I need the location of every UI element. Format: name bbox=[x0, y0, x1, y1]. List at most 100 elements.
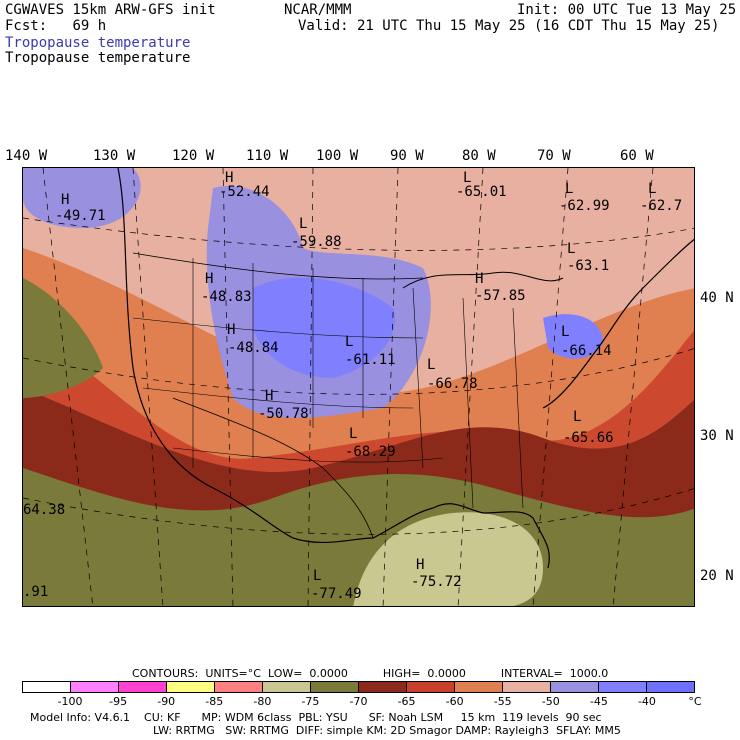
colorbar-swatch bbox=[71, 682, 119, 692]
colorbar-tick-label: -65 bbox=[397, 695, 416, 708]
hl-value: -75.72 bbox=[411, 574, 462, 590]
colorbar-swatch bbox=[359, 682, 407, 692]
hl-value: -62.99 bbox=[559, 198, 610, 214]
tropopause-temperature-map: H -49.71 H -52.44 L -59.88 L -65.01 L -6… bbox=[22, 167, 695, 607]
hl-value: -66.78 bbox=[427, 376, 478, 392]
colorbar-swatch bbox=[647, 682, 694, 692]
hl-value: -63.1 bbox=[567, 258, 609, 274]
east-coastline bbox=[542, 238, 694, 409]
colorbar-swatch bbox=[455, 682, 503, 692]
hl-value: -57.85 bbox=[475, 288, 526, 304]
colorbar-tick-label: -60 bbox=[445, 695, 464, 708]
colorbar-swatch bbox=[23, 682, 71, 692]
lon-label: 100 W bbox=[316, 148, 359, 164]
hl-symbol: H bbox=[475, 271, 483, 287]
lat-label: 30 N bbox=[700, 428, 734, 444]
forecast-hour: 69 h bbox=[72, 18, 107, 34]
colorbar-swatch bbox=[551, 682, 599, 692]
colorbar-swatch bbox=[599, 682, 647, 692]
lon-label: 140 W bbox=[5, 148, 48, 164]
lon-label: 130 W bbox=[93, 148, 136, 164]
contours-units: UNITS=°C bbox=[205, 667, 261, 680]
hl-value: -48.84 bbox=[228, 340, 279, 356]
hl-value: -49.71 bbox=[55, 208, 106, 224]
hl-symbol: H bbox=[227, 322, 235, 338]
colorbar-tick-label: -40 bbox=[637, 695, 656, 708]
field-title: Tropopause temperature bbox=[5, 50, 191, 66]
colorbar-swatch bbox=[263, 682, 311, 692]
hl-value: -48.83 bbox=[201, 289, 252, 305]
map-canvas: H -49.71 H -52.44 L -59.88 L -65.01 L -6… bbox=[23, 168, 694, 606]
colorbar-tick-label: -50 bbox=[541, 695, 560, 708]
coastline bbox=[117, 168, 550, 569]
lat-label: 20 N bbox=[700, 568, 734, 584]
hl-symbol: L bbox=[349, 426, 357, 442]
colorbar-swatch bbox=[215, 682, 263, 692]
state-borders bbox=[192, 258, 524, 509]
hl-symbol: H bbox=[265, 388, 273, 404]
contours-high: HIGH= 0.0000 bbox=[382, 667, 466, 680]
hl-symbol: L bbox=[463, 170, 471, 186]
colorbar-tick-label: -75 bbox=[301, 695, 320, 708]
hl-symbol: L bbox=[313, 568, 321, 584]
hl-symbol: H bbox=[61, 192, 69, 208]
colorbar-swatch bbox=[311, 682, 359, 692]
lon-label: 90 W bbox=[390, 148, 424, 164]
contours-label: CONTOURS: bbox=[132, 667, 199, 680]
model-info-line1: Model Info: V4.6.1 CU: KF MP: WDM 6class… bbox=[30, 711, 602, 724]
contours-info: CONTOURS: UNITS=°C LOW= 0.0000 HIGH= 0.0… bbox=[132, 667, 608, 680]
hl-value: -65.01 bbox=[456, 184, 507, 200]
colorbar-tick-label: -45 bbox=[589, 695, 608, 708]
colorbar-tick-label: -80 bbox=[253, 695, 272, 708]
hl-value: -65.66 bbox=[563, 430, 614, 446]
hl-symbol: H bbox=[225, 170, 233, 186]
forecast-label: Fcst: 69 h bbox=[5, 18, 106, 34]
hl-symbol: H bbox=[416, 557, 424, 573]
colorbar-swatch bbox=[407, 682, 455, 692]
colorbar-tick-label: -90 bbox=[157, 695, 176, 708]
lon-label: 60 W bbox=[620, 148, 654, 164]
hl-symbol: L bbox=[565, 181, 573, 197]
hl-symbol: L bbox=[561, 324, 569, 340]
colorbar-tick-label: -85 bbox=[205, 695, 224, 708]
lon-label: 70 W bbox=[537, 148, 571, 164]
hl-value: -50.78 bbox=[258, 406, 309, 422]
hl-symbol: L bbox=[345, 334, 353, 350]
hl-value: -66.14 bbox=[561, 343, 612, 359]
init-time: Init: 00 UTC Tue 13 May 25 bbox=[517, 2, 737, 18]
contours-low: LOW= 0.0000 bbox=[267, 667, 348, 680]
hl-value: -62.7 bbox=[640, 198, 682, 214]
colorbar-tick-label: -55 bbox=[493, 695, 512, 708]
colorbar-tick-label: -100 bbox=[57, 695, 83, 708]
hl-value: .91 bbox=[23, 584, 48, 600]
organization: NCAR/MMM bbox=[284, 2, 352, 18]
model-title: CGWAVES 15km ARW-GFS init bbox=[5, 2, 216, 18]
colorbar-swatch bbox=[503, 682, 551, 692]
lon-label: 110 W bbox=[246, 148, 289, 164]
lobe-ne bbox=[543, 314, 603, 359]
band-minus75 bbox=[353, 512, 543, 606]
colorbar-tick-label: -95 bbox=[109, 695, 128, 708]
lon-label: 80 W bbox=[462, 148, 496, 164]
lobe-central-core bbox=[253, 277, 395, 378]
hl-symbol: L bbox=[299, 216, 307, 232]
contours-interval: INTERVAL= 1000.0 bbox=[500, 667, 609, 680]
colorbar bbox=[22, 681, 695, 693]
graticule bbox=[23, 168, 694, 606]
hl-value: -61.11 bbox=[345, 352, 396, 368]
colorbar-swatch bbox=[119, 682, 167, 692]
border-canada bbox=[132, 252, 424, 280]
hl-value: -59.88 bbox=[291, 234, 342, 250]
band-nw-olive bbox=[23, 278, 103, 398]
great-lakes bbox=[402, 271, 564, 289]
state-borders-ew bbox=[132, 317, 444, 463]
field-title-blue: Tropopause temperature bbox=[5, 35, 191, 51]
forecast-label-text: Fcst: bbox=[5, 18, 48, 34]
hl-symbol: H bbox=[205, 271, 213, 287]
lat-label: 40 N bbox=[700, 290, 734, 306]
lon-label: 120 W bbox=[172, 148, 215, 164]
model-info-line2: LW: RRTMG SW: RRTMG DIFF: simple KM: 2D … bbox=[153, 724, 621, 737]
valid-time: Valid: 21 UTC Thu 15 May 25 (16 CDT Thu … bbox=[298, 18, 720, 34]
lobe-nw bbox=[23, 168, 141, 228]
pressure-labels: H -49.71 H -52.44 L -59.88 L -65.01 L -6… bbox=[23, 170, 682, 602]
